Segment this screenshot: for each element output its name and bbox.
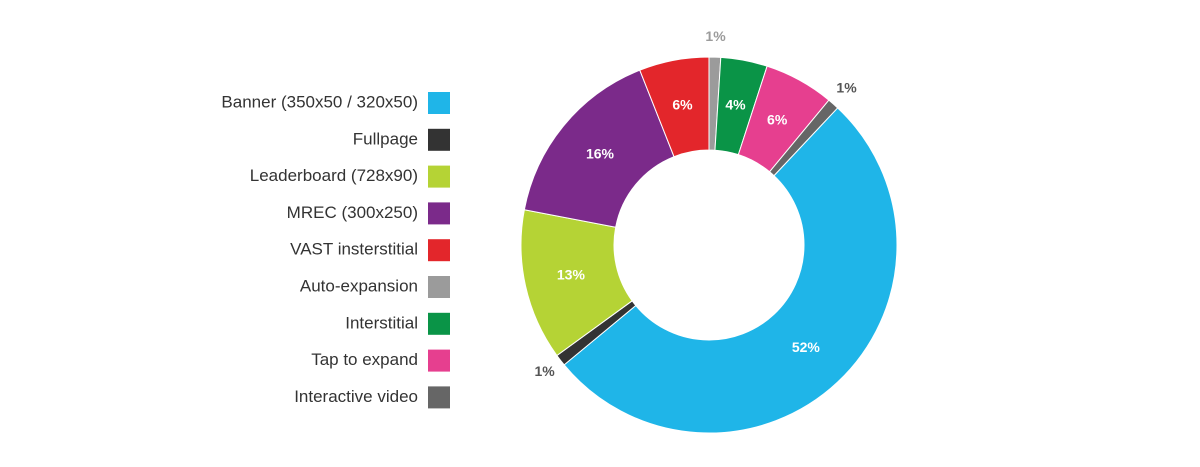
legend-label: Auto-expansion (300, 276, 418, 295)
legend-label: Fullpage (353, 129, 418, 148)
legend-label: Tap to expand (311, 350, 418, 369)
legend-swatch (428, 276, 450, 298)
value-label: 6% (672, 97, 693, 113)
legend-label: VAST insterstitial (290, 240, 418, 259)
legend-swatch (428, 386, 450, 409)
donut-segment (523, 69, 675, 228)
donut-segment (639, 56, 710, 158)
legend-label: Leaderboard (728x90) (250, 166, 418, 185)
legend-label: Interstitial (345, 313, 418, 332)
legend-swatch (428, 239, 450, 262)
legend-label: MREC (300x250) (287, 203, 418, 222)
value-label: 52% (792, 339, 821, 355)
legend-swatch (428, 165, 450, 188)
legend-swatch (428, 92, 450, 114)
donut-segment (563, 107, 898, 434)
value-label: 1% (705, 28, 726, 44)
value-label: 16% (586, 146, 615, 162)
legend-swatch (428, 312, 450, 335)
legend-swatch (428, 349, 450, 372)
value-label: 4% (725, 97, 746, 113)
value-label: 6% (767, 112, 788, 128)
legend-label: Banner (350x50 / 320x50) (221, 92, 418, 111)
legend-swatch (428, 202, 450, 225)
value-label: 1% (535, 363, 556, 379)
legend-label: Interactive video (294, 387, 418, 406)
legend-swatch (428, 128, 450, 151)
value-label: 13% (557, 267, 586, 283)
value-label: 1% (836, 80, 857, 96)
